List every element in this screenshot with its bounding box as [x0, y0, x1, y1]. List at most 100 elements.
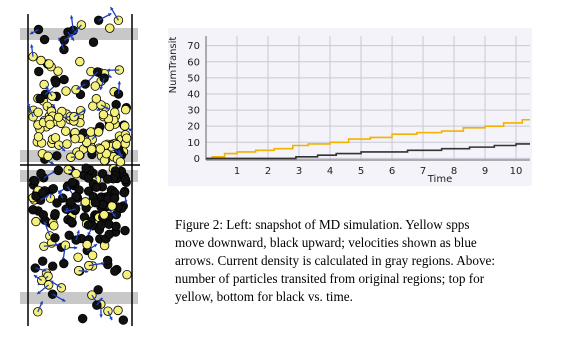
black-particle	[77, 313, 88, 324]
yellow-particle	[44, 59, 54, 69]
yellow-particle	[98, 109, 109, 120]
velocity-arrowhead	[99, 86, 104, 90]
velocity-arrowhead	[50, 280, 54, 284]
black-particle	[30, 176, 40, 186]
yellow-particle	[93, 127, 104, 137]
velocity-arrowhead	[109, 316, 113, 321]
velocity-arrowhead	[99, 314, 103, 318]
y-tick-label: 40	[187, 89, 200, 100]
yellow-particle	[33, 132, 44, 142]
y-tick-label: 70	[187, 41, 200, 52]
black-particle	[35, 93, 45, 104]
black-particle	[59, 74, 69, 85]
x-tick-label: 5	[358, 166, 364, 177]
y-tick-label: 60	[187, 57, 200, 68]
velocity-arrowhead	[45, 86, 50, 91]
yellow-particle	[107, 201, 117, 211]
yellow-particle	[49, 221, 59, 231]
velocity-arrowhead	[61, 147, 66, 152]
black-particle	[91, 182, 101, 193]
y-tick-label: 30	[187, 106, 200, 117]
velocity-arrowhead	[96, 107, 101, 112]
yellow-particle	[53, 66, 63, 76]
velocity-arrowhead	[112, 213, 116, 217]
caption-line: yellow, bottom for black vs. time.	[175, 289, 353, 304]
black-particle	[50, 233, 60, 243]
velocity-arrowhead	[43, 268, 47, 272]
caption-line: arrows. Current density is calculated in…	[175, 253, 496, 268]
velocity-arrowhead	[33, 275, 38, 279]
x-tick-label: 6	[389, 166, 395, 177]
black-particle	[51, 78, 61, 88]
velocity-arrowhead	[30, 30, 34, 35]
yellow-particle	[103, 306, 113, 316]
yellow-particle	[82, 239, 92, 250]
black-particle	[28, 205, 38, 215]
yellow-particle	[104, 121, 115, 132]
yellow-particle	[61, 86, 71, 96]
x-tick-label: 8	[451, 166, 457, 177]
velocity-arrowhead	[73, 30, 78, 34]
yellow-particle	[43, 151, 53, 161]
yellow-particle	[80, 197, 91, 207]
black-particle	[36, 168, 46, 179]
yellow-particle	[33, 307, 43, 317]
data-line	[206, 118, 530, 160]
velocity-arrowhead	[70, 33, 74, 38]
velocity-arrowhead	[119, 154, 123, 158]
yellow-particle	[87, 290, 97, 300]
velocity-arrowhead	[64, 209, 68, 213]
velocity-arrowhead	[51, 104, 55, 108]
velocity-arrowhead	[37, 290, 41, 295]
yellow-particle	[115, 157, 126, 167]
chart: NumTransit Time 0 10 20 30 40 50 60 70 1 2 3 4 5 6 7 8 9…	[168, 28, 532, 186]
black-particle	[66, 216, 77, 227]
velocity-arrowhead	[27, 102, 31, 107]
black-particle	[81, 163, 91, 173]
black-particle	[90, 198, 101, 208]
y-tick-label: 0	[194, 154, 200, 165]
velocity-arrowhead	[58, 190, 62, 195]
yellow-particle	[105, 23, 115, 33]
velocity-arrowhead	[99, 297, 103, 302]
velocity-arrowhead	[105, 106, 109, 110]
x-tick-label: 1	[234, 166, 240, 177]
yellow-particle	[71, 169, 81, 179]
yellow-particle	[74, 150, 84, 160]
yellow-particle	[120, 105, 131, 115]
caption-line: Figure 2: Left: snapshot of MD simulatio…	[175, 217, 470, 232]
velocity-arrowhead	[69, 15, 74, 19]
y-tick-label: 50	[187, 73, 200, 84]
x-tick-label: 4	[327, 166, 333, 177]
black-particle	[48, 183, 59, 194]
black-particle	[37, 188, 48, 198]
yellow-particle	[73, 252, 83, 262]
black-particle	[119, 188, 129, 198]
velocity-arrowhead	[61, 298, 66, 302]
velocity-arrowhead	[106, 68, 110, 72]
black-particle	[118, 315, 129, 325]
velocity-arrowhead	[117, 151, 122, 156]
yellow-particle	[62, 139, 72, 149]
velocity-arrowhead	[74, 245, 78, 250]
y-tick-label: 10	[187, 138, 200, 149]
yellow-particle	[53, 112, 64, 123]
yellow-particle	[122, 269, 132, 280]
x-tick-label: 3	[296, 166, 302, 177]
black-particle	[33, 24, 44, 35]
yellow-particle	[45, 119, 55, 130]
black-particle	[39, 34, 50, 45]
caption-line: move downward, black upward; velocities …	[175, 235, 477, 250]
yellow-particle	[56, 283, 67, 293]
black-particle	[47, 261, 58, 271]
black-particle	[109, 193, 120, 203]
yellow-particle	[91, 94, 102, 104]
velocity-arrowhead	[30, 44, 34, 48]
black-particle	[120, 225, 130, 236]
velocity-arrowhead	[107, 13, 112, 17]
yellow-particle	[31, 216, 41, 227]
black-particle	[67, 177, 78, 188]
caption-line: number of particles transited from origi…	[175, 271, 485, 286]
yellow-particle	[61, 126, 71, 136]
